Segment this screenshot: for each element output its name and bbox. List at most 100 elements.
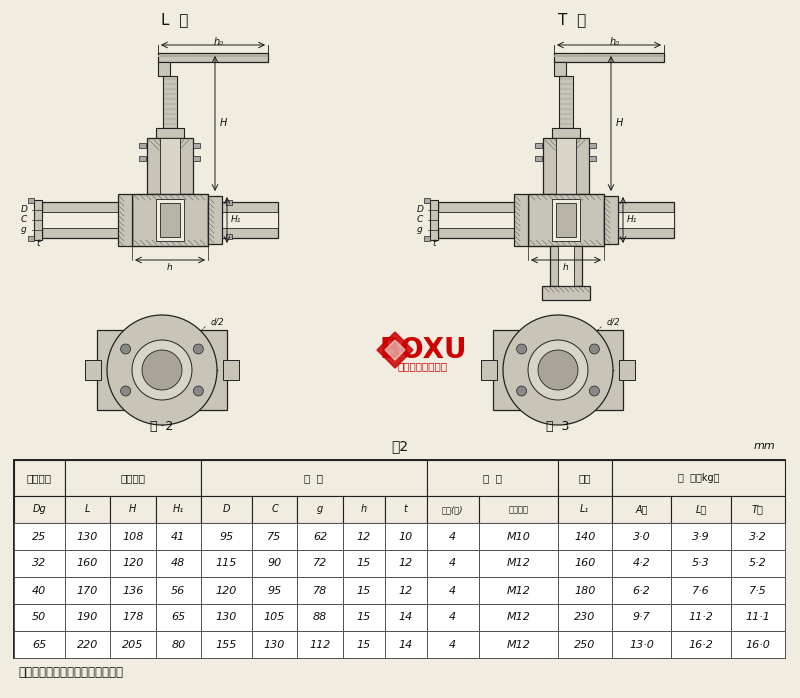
Bar [110, 550, 156, 577]
Text: 螺  栓: 螺 栓 [482, 473, 502, 483]
Text: M12: M12 [506, 613, 530, 623]
Text: D: D [417, 205, 423, 214]
Bar [556, 138, 576, 194]
Text: 205: 205 [122, 639, 143, 650]
Text: 130: 130 [264, 639, 285, 650]
Bar [542, 286, 590, 300]
Bar [385, 577, 426, 604]
Polygon shape [385, 340, 405, 360]
Bar [342, 496, 385, 523]
Bar [671, 604, 731, 631]
Bar [14, 523, 65, 550]
Bar [14, 460, 65, 496]
Text: 数量(个): 数量(个) [442, 505, 463, 514]
Bar [558, 604, 612, 631]
Bar [65, 460, 201, 496]
Bar [208, 202, 278, 238]
Text: 40: 40 [32, 586, 46, 595]
Bar [156, 128, 184, 138]
Bar [252, 550, 298, 577]
Bar [543, 138, 589, 194]
Text: 4: 4 [450, 613, 456, 623]
Text: 120: 120 [122, 558, 143, 568]
Text: 32: 32 [32, 558, 46, 568]
Text: 4·2: 4·2 [633, 558, 650, 568]
Text: 75: 75 [267, 531, 282, 542]
Text: h: h [167, 264, 173, 272]
Bar [612, 496, 671, 523]
Text: 12: 12 [357, 531, 370, 542]
Polygon shape [590, 386, 599, 396]
Text: 注：特殊要求可提供全平面法兰。: 注：特殊要求可提供全平面法兰。 [18, 665, 123, 678]
Text: 公称通径: 公称通径 [27, 473, 52, 483]
Bar [298, 523, 342, 550]
Text: T  型: T 型 [558, 12, 586, 27]
Bar [156, 577, 201, 604]
Bar [554, 62, 566, 76]
Bar [65, 577, 110, 604]
Text: 136: 136 [122, 586, 143, 595]
Bar [14, 496, 65, 523]
Text: 手柄: 手柄 [578, 473, 591, 483]
Bar [139, 156, 146, 161]
Bar [163, 76, 177, 128]
Bar [589, 143, 596, 148]
Bar [201, 550, 252, 577]
Bar [424, 236, 430, 241]
Bar [65, 496, 110, 523]
Bar [156, 604, 201, 631]
Text: H: H [129, 505, 137, 514]
Bar [201, 460, 426, 496]
Bar [223, 360, 239, 380]
Bar [385, 523, 426, 550]
Text: 130: 130 [216, 613, 237, 623]
Bar [342, 631, 385, 658]
Bar [65, 523, 110, 550]
Bar [554, 55, 664, 57]
Bar [226, 200, 232, 205]
Bar [612, 604, 671, 631]
Text: 112: 112 [310, 639, 330, 650]
Text: h: h [563, 264, 569, 272]
Bar [65, 631, 110, 658]
Bar [147, 138, 193, 194]
Bar [426, 631, 479, 658]
Bar [158, 55, 268, 57]
Text: M12: M12 [506, 558, 530, 568]
Bar [438, 212, 528, 228]
Bar [342, 550, 385, 577]
Text: 4: 4 [450, 586, 456, 595]
Bar [559, 76, 573, 128]
Text: 重  量（kg）: 重 量（kg） [678, 473, 719, 483]
Bar [193, 156, 200, 161]
Text: L型: L型 [695, 505, 706, 514]
Text: 160: 160 [77, 558, 98, 568]
Bar [201, 631, 252, 658]
Bar [14, 550, 785, 577]
Text: 115: 115 [216, 558, 237, 568]
Bar [479, 496, 558, 523]
Polygon shape [107, 315, 217, 425]
Text: 105: 105 [264, 613, 285, 623]
Text: 16·2: 16·2 [689, 639, 714, 650]
Bar [731, 577, 785, 604]
Text: 3·9: 3·9 [692, 531, 710, 542]
Bar [604, 212, 674, 228]
Bar [385, 550, 426, 577]
Polygon shape [194, 386, 203, 396]
Bar [201, 496, 252, 523]
Bar [479, 604, 558, 631]
Text: 5·2: 5·2 [749, 558, 766, 568]
Bar [34, 200, 42, 240]
Text: h₀: h₀ [610, 37, 620, 47]
Polygon shape [590, 344, 599, 354]
Bar [619, 360, 635, 380]
Bar [158, 62, 170, 76]
Bar [42, 202, 132, 238]
Text: 15: 15 [357, 613, 370, 623]
Bar [97, 330, 227, 410]
Polygon shape [194, 344, 203, 354]
Bar [28, 198, 34, 203]
Text: d/2: d/2 [607, 318, 621, 327]
Bar [132, 194, 208, 246]
